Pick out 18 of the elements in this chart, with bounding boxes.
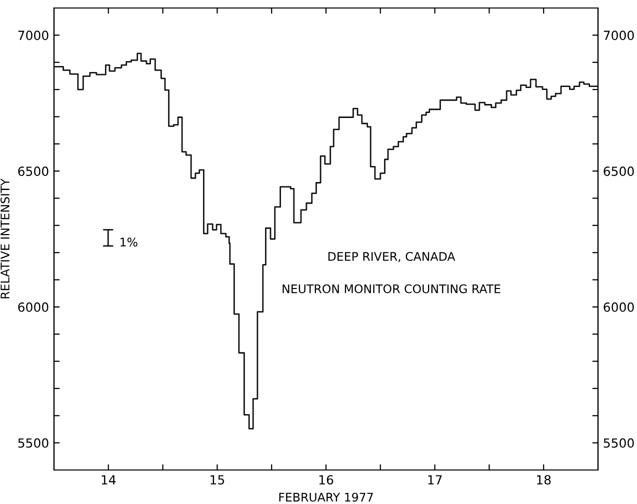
y-tick-label: 5500 [18,438,48,448]
y-tick-label: 6500 [18,166,48,176]
y2-tick-label: 6000 [604,302,634,312]
y-axis-title: RELATIVE INTENSITY [0,178,10,298]
annotation: 1% [120,238,138,247]
y-tick-label: 6000 [18,302,48,312]
x-tick-label: 18 [537,475,551,485]
y-tick-label: 7000 [18,30,48,40]
y2-tick-label: 7000 [604,30,634,40]
y2-tick-label: 6500 [604,166,634,176]
x-axis-title: FEBRUARY 1977 [279,492,373,502]
x-tick-label: 17 [428,475,442,484]
annotation: NEUTRON MONITOR COUNTING RATE [282,284,500,294]
annotation: DEEP RIVER, CANADA [328,252,456,262]
x-tick-label: 16 [319,475,334,485]
x-tick-label: 15 [210,475,224,485]
y2-tick-label: 5500 [604,438,634,448]
x-tick-label: 14 [102,475,116,484]
